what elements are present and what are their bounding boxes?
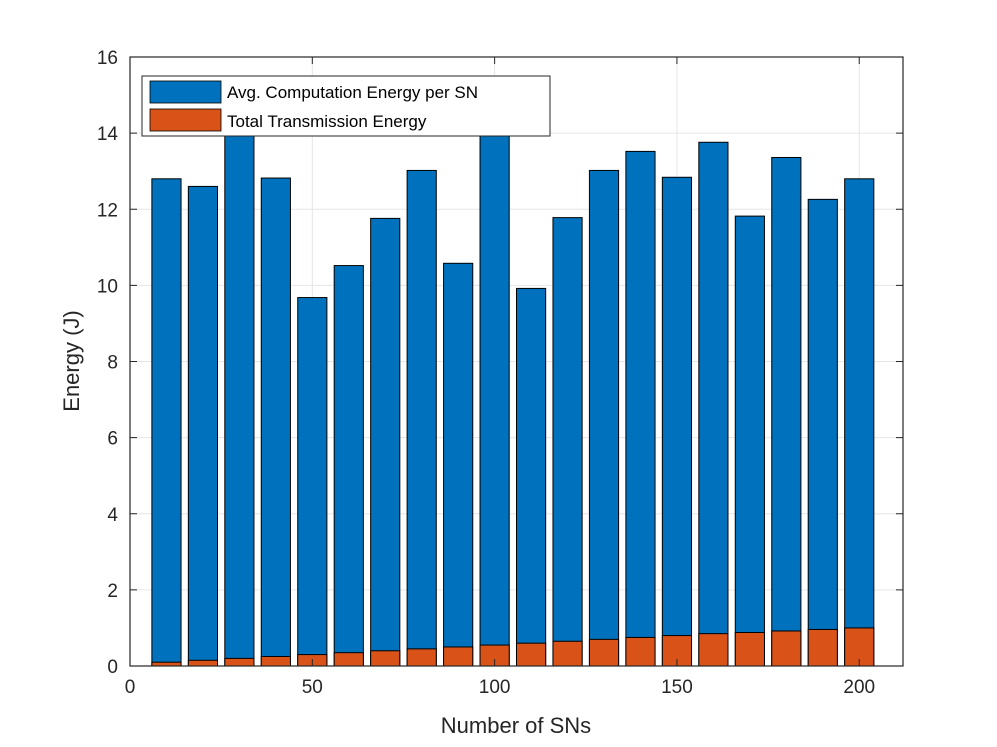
x-axis-title: Number of SNs	[441, 713, 591, 738]
computation-energy-bar	[844, 178, 875, 666]
transmission-energy-bar	[406, 648, 437, 666]
transmission-energy-bar	[333, 652, 364, 666]
transmission-energy-bar	[771, 630, 802, 666]
computation-energy-bar	[297, 297, 328, 666]
computation-energy-bar	[552, 217, 583, 666]
axis-ticks	[129, 56, 903, 667]
y-tick-label: 12	[97, 200, 118, 221]
computation-energy-bar	[224, 132, 255, 666]
computation-energy-bar	[625, 150, 656, 666]
transmission-energy-bar	[443, 646, 474, 666]
x-tick-label: 50	[302, 677, 323, 698]
legend-swatch-computation	[149, 80, 222, 104]
computation-energy-bar	[734, 215, 765, 666]
y-tick-label: 8	[107, 353, 118, 374]
transmission-energy-bar	[807, 628, 838, 666]
y-tick-label: 4	[107, 505, 118, 526]
computation-energy-bar	[807, 198, 838, 666]
computation-energy-bar	[151, 178, 182, 666]
transmission-energy-bar	[224, 657, 255, 666]
y-tick-label: 14	[97, 124, 119, 145]
y-tick-labels: 0 2 4 6 8 10 12 14 16	[97, 48, 119, 678]
transmission-energy-bar	[625, 636, 656, 666]
y-tick-label: 6	[107, 429, 118, 450]
y-tick-label: 16	[97, 48, 118, 69]
x-tick-label: 150	[661, 677, 693, 698]
computation-energy-bar	[771, 156, 802, 666]
x-tick-label: 0	[125, 677, 136, 698]
transmission-energy-bars	[151, 627, 875, 666]
computation-energy-bar	[443, 262, 474, 666]
computation-energy-bar	[661, 176, 693, 666]
computation-energy-bar	[588, 169, 620, 666]
legend: Avg. Computation Energy per SN Total Tra…	[141, 75, 551, 137]
computation-energy-bar	[370, 217, 401, 666]
computation-energy-bar	[516, 287, 547, 666]
y-axis-title: Energy (J)	[59, 310, 84, 411]
computation-energy-bar	[406, 169, 437, 666]
transmission-energy-bar	[588, 638, 620, 666]
transmission-energy-bar	[552, 640, 583, 666]
transmission-energy-bar	[260, 655, 291, 666]
computation-energy-bar	[187, 185, 219, 666]
x-tick-label: 200	[843, 677, 875, 698]
y-tick-label: 10	[97, 276, 118, 297]
computation-energy-bar	[333, 265, 364, 666]
legend-label-transmission: Total Transmission Energy	[227, 112, 427, 131]
computation-energy-bar	[479, 132, 510, 666]
y-tick-label: 0	[107, 657, 118, 678]
computation-energy-bar	[698, 141, 729, 666]
transmission-energy-bar	[187, 659, 219, 666]
legend-label-computation: Avg. Computation Energy per SN	[227, 83, 478, 102]
transmission-energy-bar	[698, 633, 729, 666]
computation-energy-bar	[260, 177, 291, 666]
y-tick-label: 2	[107, 581, 118, 602]
x-tick-label: 100	[479, 677, 511, 698]
transmission-energy-bar	[370, 650, 401, 666]
transmission-energy-bar	[734, 632, 765, 666]
x-tick-labels: 0 50 100 150 200	[125, 677, 875, 698]
legend-swatch-transmission	[149, 108, 222, 132]
computation-energy-bars	[151, 132, 875, 666]
transmission-energy-bar	[516, 642, 547, 666]
